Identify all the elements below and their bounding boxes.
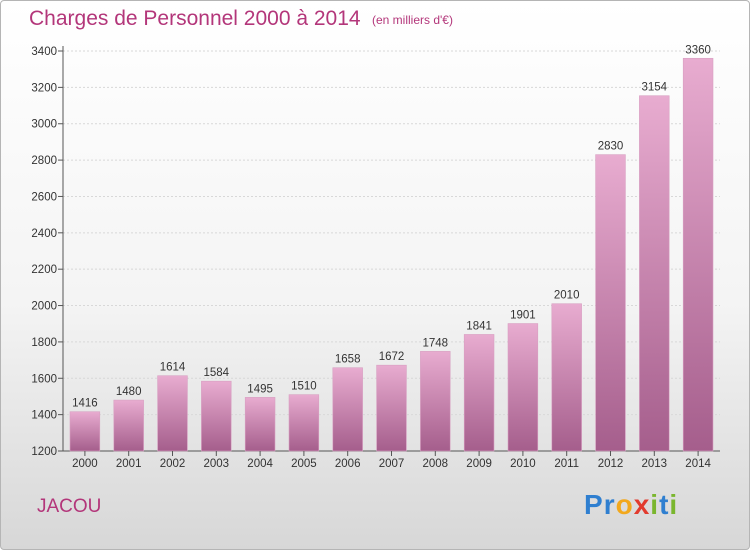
x-tick-label: 2007 <box>379 458 405 470</box>
y-tick-label: 1400 <box>31 410 57 422</box>
y-tick-label: 2000 <box>31 301 57 313</box>
data-label: 1901 <box>510 310 536 322</box>
x-tick-label: 2014 <box>685 458 711 470</box>
logo-letter: t <box>659 489 670 520</box>
bar <box>288 394 320 452</box>
bar <box>463 334 495 452</box>
logo-letter: o <box>615 489 634 520</box>
bar <box>376 364 407 452</box>
data-label: 3154 <box>642 82 668 94</box>
data-label: 2010 <box>554 290 580 302</box>
x-tick-label: 2003 <box>204 458 230 470</box>
data-label: 2830 <box>598 141 624 153</box>
chart-subtitle: (en milliers d'€) <box>372 13 453 27</box>
bar <box>420 351 451 452</box>
chart-title: Charges de Personnel 2000 à 2014 <box>29 7 361 30</box>
x-tick-label: 2004 <box>247 458 273 470</box>
data-label: 1672 <box>379 351 405 363</box>
logo-letter: r <box>603 489 616 520</box>
y-tick-label: 2200 <box>31 264 57 276</box>
bar <box>682 57 714 452</box>
x-tick-label: 2008 <box>423 458 449 470</box>
data-label: 1748 <box>423 337 449 349</box>
data-label: 1841 <box>466 320 492 332</box>
x-tick-label: 2010 <box>510 458 536 470</box>
data-label: 3360 <box>685 44 711 56</box>
x-tick-label: 2011 <box>554 458 579 470</box>
logo-letter: i <box>669 489 679 520</box>
logo-letter: P <box>584 489 604 520</box>
x-tick-label: 2002 <box>160 458 186 470</box>
bar <box>507 323 539 452</box>
commune-name: JACOU <box>37 496 102 517</box>
data-label: 1495 <box>247 383 273 395</box>
y-tick-label: 1600 <box>31 373 57 385</box>
y-tick-label: 3200 <box>31 82 57 94</box>
bar <box>201 380 232 452</box>
data-label: 1614 <box>160 362 186 374</box>
data-label: 1416 <box>72 398 98 410</box>
bar <box>113 399 144 452</box>
y-tick-label: 1800 <box>31 337 57 349</box>
bar <box>332 367 363 452</box>
bar <box>551 303 582 452</box>
y-tick-label: 3400 <box>31 46 57 58</box>
bar <box>69 411 101 452</box>
x-tick-label: 2012 <box>598 458 624 470</box>
data-label: 1480 <box>116 386 142 398</box>
logo-letter: i <box>650 489 660 520</box>
logo-letter: x <box>633 489 651 520</box>
x-tick-label: 2005 <box>291 458 317 470</box>
data-label: 1584 <box>204 367 230 379</box>
y-tick-label: 1200 <box>31 446 57 458</box>
bar <box>244 397 276 452</box>
bar <box>595 154 626 452</box>
bar <box>639 95 670 452</box>
y-tick-label: 3000 <box>31 119 57 131</box>
data-label: 1510 <box>291 381 317 393</box>
y-tick-label: 2600 <box>31 191 57 203</box>
data-label: 1658 <box>335 354 361 366</box>
y-tick-label: 2400 <box>31 228 57 240</box>
y-tick-label: 2800 <box>31 155 57 167</box>
x-tick-label: 2009 <box>466 458 492 470</box>
x-tick-label: 2001 <box>116 458 142 470</box>
x-tick-label: 2006 <box>335 458 361 470</box>
proxiti-logo: Proxiti <box>584 489 678 521</box>
x-tick-label: 2013 <box>642 458 668 470</box>
x-tick-label: 2000 <box>72 458 98 470</box>
bar <box>157 375 188 452</box>
